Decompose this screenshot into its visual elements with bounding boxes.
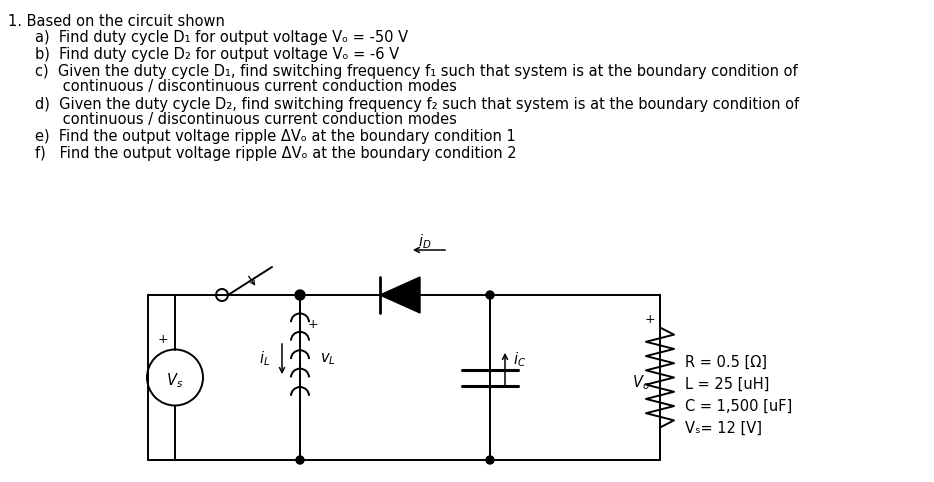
Text: e)  Find the output voltage ripple ΔVₒ at the boundary condition 1: e) Find the output voltage ripple ΔVₒ at… [35,129,516,144]
Text: +: + [158,333,168,346]
Circle shape [296,456,304,464]
Text: +: + [307,318,318,331]
Text: a)  Find duty cycle D₁ for output voltage Vₒ = -50 V: a) Find duty cycle D₁ for output voltage… [35,30,408,45]
Text: $V_s$: $V_s$ [166,371,184,390]
Text: C = 1,500 [uF]: C = 1,500 [uF] [685,399,792,414]
Text: L = 25 [uH]: L = 25 [uH] [685,377,770,392]
Text: c)  Given the duty cycle D₁, find switching frequency f₁ such that system is at : c) Given the duty cycle D₁, find switchi… [35,64,798,79]
Text: f)   Find the output voltage ripple ΔVₒ at the boundary condition 2: f) Find the output voltage ripple ΔVₒ at… [35,146,517,161]
Text: 1. Based on the circuit shown: 1. Based on the circuit shown [8,14,225,29]
Text: Vₛ= 12 [V]: Vₛ= 12 [V] [685,421,762,436]
Circle shape [486,456,494,464]
Circle shape [295,290,305,300]
Text: continuous / discontinuous current conduction modes: continuous / discontinuous current condu… [35,79,457,94]
Text: $v_L$: $v_L$ [320,351,335,367]
Polygon shape [380,277,420,313]
Text: R = 0.5 [Ω]: R = 0.5 [Ω] [685,355,767,370]
Text: +: + [644,313,656,326]
Circle shape [296,291,304,299]
Text: $V_o$: $V_o$ [632,373,650,392]
Text: b)  Find duty cycle D₂ for output voltage Vₒ = -6 V: b) Find duty cycle D₂ for output voltage… [35,47,399,62]
Text: $i_L$: $i_L$ [260,349,271,368]
Text: $i_C$: $i_C$ [513,350,526,369]
Text: $i_D$: $i_D$ [418,233,432,251]
Text: continuous / discontinuous current conduction modes: continuous / discontinuous current condu… [35,112,457,127]
Text: d)  Given the duty cycle D₂, find switching frequency f₂ such that system is at : d) Given the duty cycle D₂, find switchi… [35,97,800,112]
Circle shape [486,291,494,299]
